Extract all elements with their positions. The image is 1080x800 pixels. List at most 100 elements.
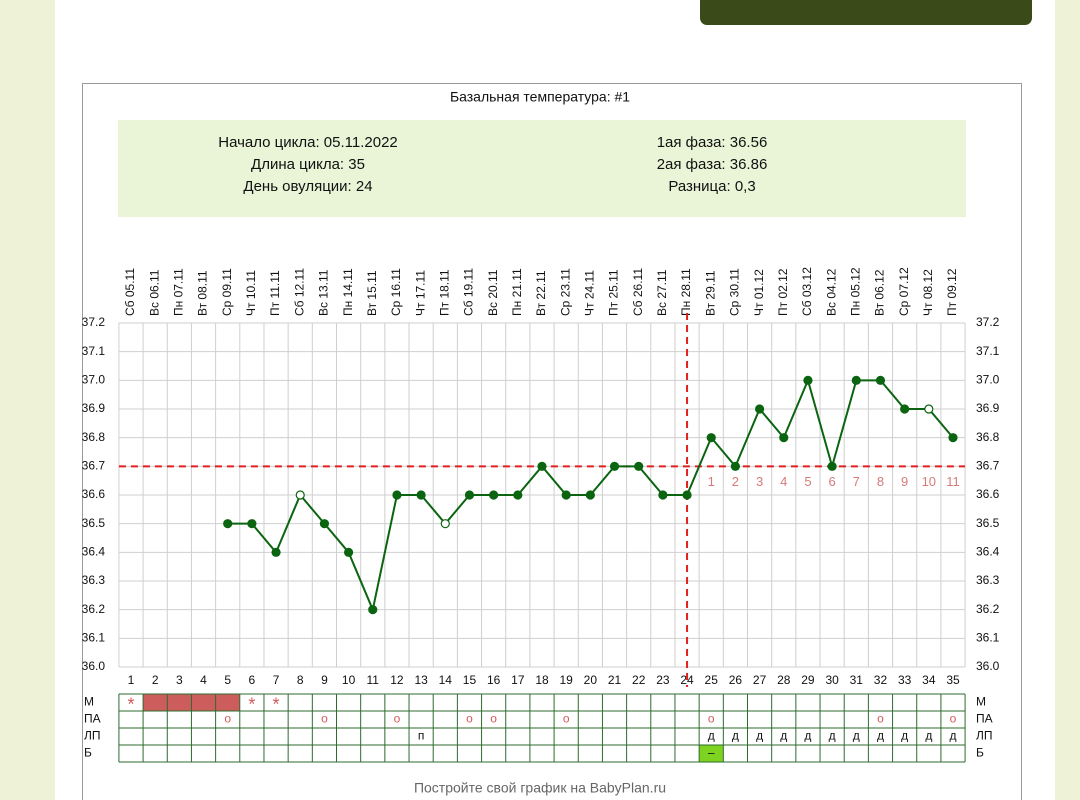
temperature-point: [634, 461, 644, 471]
table-cell: о: [466, 712, 473, 726]
menu-button[interactable]: [700, 0, 1032, 25]
table-cell: о: [490, 712, 497, 726]
phase-day-label: 1: [708, 474, 715, 489]
y2-tick-label: 36.5: [976, 516, 1000, 530]
x-tick-label: 3: [176, 673, 183, 687]
x-tick-label: 12: [390, 673, 404, 687]
row-label-right: Б: [976, 746, 984, 760]
y2-tick-label: 37.0: [976, 373, 1000, 387]
x-tick-label: 20: [584, 673, 598, 687]
temperature-point: [706, 433, 716, 443]
date-label: Вс 04.12: [824, 268, 838, 316]
temperature-point: [658, 490, 668, 500]
table-cell: д: [901, 729, 908, 743]
phase-day-label: 2: [732, 474, 739, 489]
table-cell: д: [804, 729, 811, 743]
table-fill: [167, 694, 192, 711]
table-cell: *: [127, 694, 134, 714]
y-tick-label: 36.2: [82, 602, 106, 616]
temperature-point: [803, 375, 813, 385]
x-tick-label: 10: [342, 673, 356, 687]
temperature-point: [924, 404, 934, 414]
x-tick-label: 23: [656, 673, 670, 687]
date-label: Ср 30.11: [728, 268, 742, 316]
date-label: Вт 08.11: [196, 270, 210, 316]
table-cell: о: [877, 712, 884, 726]
row-label: ЛП: [84, 729, 101, 743]
date-label: Ср 07.12: [897, 267, 911, 316]
table-cell: д: [853, 729, 860, 743]
table-cell: д: [732, 729, 739, 743]
x-tick-label: 35: [946, 673, 960, 687]
date-label: Ср 09.11: [220, 268, 234, 316]
phase-day-label: 5: [804, 474, 811, 489]
x-tick-label: 19: [559, 673, 573, 687]
date-label: Вс 20.11: [486, 269, 500, 316]
y-tick-label: 36.3: [82, 573, 106, 587]
footer: Постройте свой график на BabyPlan.ru: [414, 780, 666, 796]
table-fill: [143, 694, 168, 711]
date-label: Чт 10.11: [244, 270, 258, 316]
table-cell: *: [273, 694, 280, 714]
table-cell: о: [394, 712, 401, 726]
y-tick-label: 36.1: [82, 631, 106, 645]
y2-tick-label: 36.8: [976, 430, 1000, 444]
temperature-point: [513, 490, 523, 500]
table-cell: д: [925, 729, 932, 743]
date-label: Пт 25.11: [607, 269, 621, 316]
date-label: Пн 07.11: [172, 268, 186, 316]
x-tick-label: 33: [898, 673, 912, 687]
row-label: М: [84, 695, 94, 709]
table-cell: о: [321, 712, 328, 726]
y-tick-label: 37.0: [82, 373, 106, 387]
temperature-point: [561, 490, 571, 500]
y2-tick-label: 36.1: [976, 631, 1000, 645]
x-tick-label: 24: [680, 673, 694, 687]
info-text: Длина цикла: 35: [251, 156, 365, 173]
y2-tick-label: 36.9: [976, 401, 1000, 415]
phase-day-label: 11: [946, 474, 960, 489]
x-tick-label: 6: [249, 673, 256, 687]
info-box: [118, 120, 966, 217]
chart-title: Базальная температура: #1: [450, 89, 630, 105]
date-label: Пн 14.11: [341, 268, 355, 316]
date-label: Пн 21.11: [510, 268, 524, 316]
temperature-point: [754, 404, 765, 414]
x-tick-label: 15: [463, 673, 477, 687]
date-label: Вт 22.11: [534, 270, 548, 316]
temperature-point: [948, 433, 958, 443]
x-tick-label: 16: [487, 673, 501, 687]
row-label-right: ПА: [976, 712, 993, 726]
y2-tick-label: 36.4: [976, 545, 1000, 559]
temperature-point: [368, 605, 378, 615]
table-cell: д: [756, 729, 763, 743]
date-label: Чт 17.11: [413, 270, 427, 316]
date-label: Сб 26.11: [631, 268, 645, 316]
table-cell: д: [949, 729, 956, 743]
x-tick-label: 9: [321, 673, 328, 687]
temperature-point: [489, 490, 499, 500]
y2-tick-label: 36.0: [976, 659, 1000, 673]
y-tick-label: 36.9: [82, 401, 106, 415]
x-tick-label: 29: [801, 673, 815, 687]
table-cell: о: [224, 712, 231, 726]
x-tick-label: 8: [297, 673, 304, 687]
date-label: Пт 11.11: [268, 270, 282, 316]
x-tick-label: 22: [632, 673, 646, 687]
date-label: Сб 03.12: [800, 267, 814, 316]
y-tick-label: 36.4: [82, 545, 106, 559]
date-label: Сб 19.11: [462, 268, 476, 316]
temperature-point: [392, 490, 402, 500]
temperature-point: [247, 519, 257, 529]
temperature-point: [730, 461, 741, 471]
temperature-point: [609, 461, 620, 471]
x-tick-label: 14: [439, 673, 453, 687]
table-cell: д: [829, 729, 836, 743]
date-label: Пт 02.12: [776, 268, 790, 316]
date-label: Вт 15.11: [365, 270, 379, 316]
date-label: Пт 09.12: [945, 268, 959, 316]
temperature-point: [827, 461, 837, 471]
table-cell: о: [950, 712, 957, 726]
table-cell: *: [248, 694, 255, 714]
phase-day-label: 10: [922, 474, 936, 489]
